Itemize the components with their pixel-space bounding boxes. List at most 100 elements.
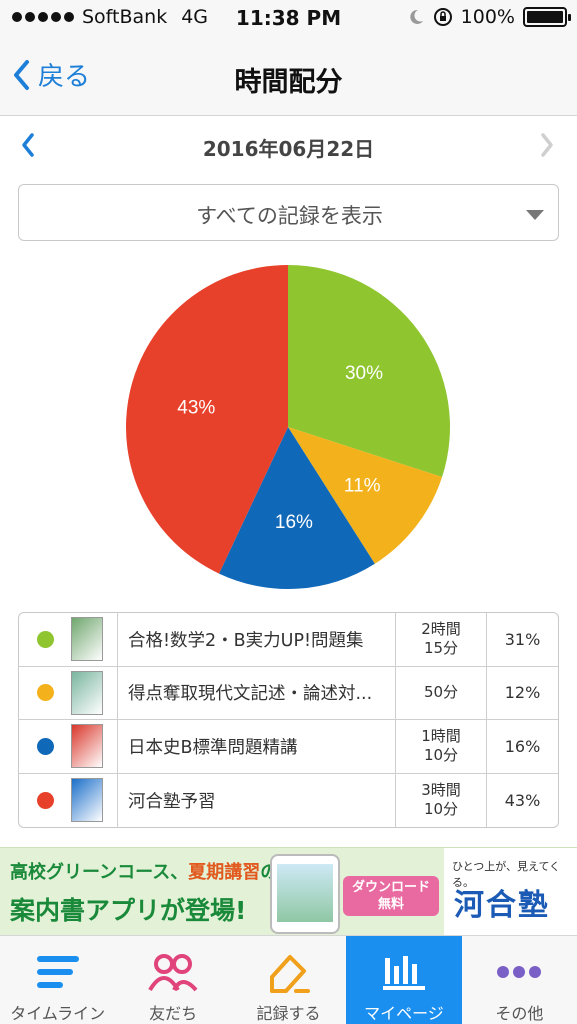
record-time: 3時間 10分 [396,773,487,827]
tab-more[interactable]: その他 [462,936,577,1024]
record-time-line1: 2時間 [421,620,461,639]
navigation-bar: 戻る 時間配分 [0,38,577,116]
signal-dots-icon [12,12,74,22]
banner-text-a: 高校グリーンコース、 [10,862,189,883]
status-left: SoftBank 4G [12,6,208,28]
dropdown-arrow-icon [526,210,544,220]
banner-text-b: 夏期講習 [188,862,261,883]
banner-brand-area: ひとつ上が、見えてくる。 河合塾 [444,848,577,935]
record-name: 得点奪取現代文記述・論述対... [118,666,396,719]
battery-percent: 100% [460,6,515,28]
download-free-label: 無料 [377,897,404,912]
record-percent: 16% [504,736,541,756]
tab-label: 記録する [256,1004,321,1023]
record-color-cell [19,720,71,773]
record-time-line2: 15分 [423,639,459,658]
friends-icon [148,954,198,992]
record-filter-select[interactable]: すべての記録を表示 [18,184,559,241]
back-label: 戻る [38,62,91,92]
color-dot-icon [36,630,54,648]
record-row[interactable]: 合格!数学2・B実力UP!問題集 2時間 15分 31% [19,613,558,667]
book-cover-icon [71,778,103,823]
banner-tagline: ひとつ上が、見えてくる。 [452,860,561,889]
record-thumbnail-cell [71,720,118,773]
pie-slice-label: 11% [344,476,381,497]
pie-slice [288,265,450,478]
color-dot-icon [36,684,54,702]
tab-mypage[interactable]: マイページ [346,936,462,1024]
tab-label: その他 [495,1004,544,1023]
kawaijuku-banner-ad[interactable]: 高校グリーンコース、夏期講習の 案内書アプリが登場! ダウンロード 無料 ひとつ… [0,847,577,935]
chevron-left-icon [22,133,34,157]
back-button[interactable]: 戻る [12,56,90,93]
page-title: 時間配分 [234,67,343,98]
timeline-icon [36,956,79,988]
record-color-cell [19,774,71,828]
pie-slice [126,265,288,574]
record-icon [269,955,310,993]
book-cover-icon [71,724,103,769]
record-name: 日本史B標準問題精講 [118,720,396,773]
banner-headline: 高校グリーンコース、夏期講習の [10,858,278,884]
record-percent: 43% [504,790,541,810]
status-bar: SoftBank 4G 11:38 PM 100% [0,0,577,38]
time-distribution-pie-chart: 30% 11% 16% 43% [126,265,450,589]
record-time-line1: 1時間 [421,727,461,746]
record-row[interactable]: 得点奪取現代文記述・論述対... 50分 12% [19,666,558,720]
record-time-line2: 10分 [423,800,459,819]
current-date: 2016年06月22日 [202,137,375,161]
record-filter-value: すべての記録を表示 [196,204,383,228]
color-dot-icon [36,737,54,755]
network-label: 4G [181,6,209,28]
record-time: 50分 [396,666,487,719]
record-time-line1: 50分 [423,683,459,702]
pie-slice [219,427,375,589]
chevron-left-icon [14,59,29,90]
next-date-button[interactable] [539,132,555,162]
rotation-lock-icon [433,8,452,26]
banner-download-button[interactable]: ダウンロード 無料 [343,876,439,916]
book-cover-icon [71,670,103,715]
date-navigator: 2016年06月22日 [0,116,577,176]
previous-date-button[interactable] [20,132,36,162]
chevron-right-icon [541,133,553,157]
tab-label: タイムライン [10,1004,106,1023]
record-percent: 31% [504,629,541,649]
record-percent: 12% [504,683,541,703]
battery-icon [523,7,571,27]
book-cover-icon [71,617,103,662]
record-thumbnail-cell [71,613,118,666]
tab-bar: タイムライン 友だち 記録する マイページ その他 [0,935,577,1024]
tab-timeline[interactable]: タイムライン [0,936,115,1024]
more-icon [497,966,542,978]
record-thumbnail-cell [71,666,118,719]
banner-subheadline: 案内書アプリが登場! [10,896,247,925]
record-color-cell [19,667,71,720]
tab-label: マイページ [364,1004,444,1023]
moon-icon [409,9,423,24]
record-color-cell [19,613,71,666]
record-name: 合格!数学2・B実力UP!問題集 [118,613,396,666]
record-time-line2: 10分 [423,746,459,765]
status-time: 11:38 PM [235,6,342,30]
download-label: ダウンロード [351,880,430,895]
pie-slice-label: 30% [345,363,383,384]
record-row[interactable]: 日本史B標準問題精講 1時間 10分 16% [19,720,558,774]
carrier-label: SoftBank [82,6,168,28]
color-dot-icon [36,791,54,809]
mypage-chart-icon [382,956,425,990]
record-thumbnail-cell [71,773,118,827]
record-name: 河合塾予習 [118,773,396,827]
tab-friends[interactable]: 友だち [115,936,230,1024]
pie-slice-label: 43% [177,398,215,419]
record-row[interactable]: 河合塾予習 3時間 10分 43% [19,773,558,828]
pie-slice-label: 16% [275,512,313,533]
tab-record[interactable]: 記録する [231,936,346,1024]
record-time: 2時間 15分 [396,613,487,666]
phone-illustration [270,854,340,934]
status-right: 100% [407,6,571,28]
pie-slice [288,427,443,564]
records-table: 合格!数学2・B実力UP!問題集 2時間 15分 31% 得点奪取現代文記述・論述対..… [18,612,559,828]
kawaijuku-logo: 河合塾 [454,888,550,923]
record-time-line1: 3時間 [421,781,461,800]
